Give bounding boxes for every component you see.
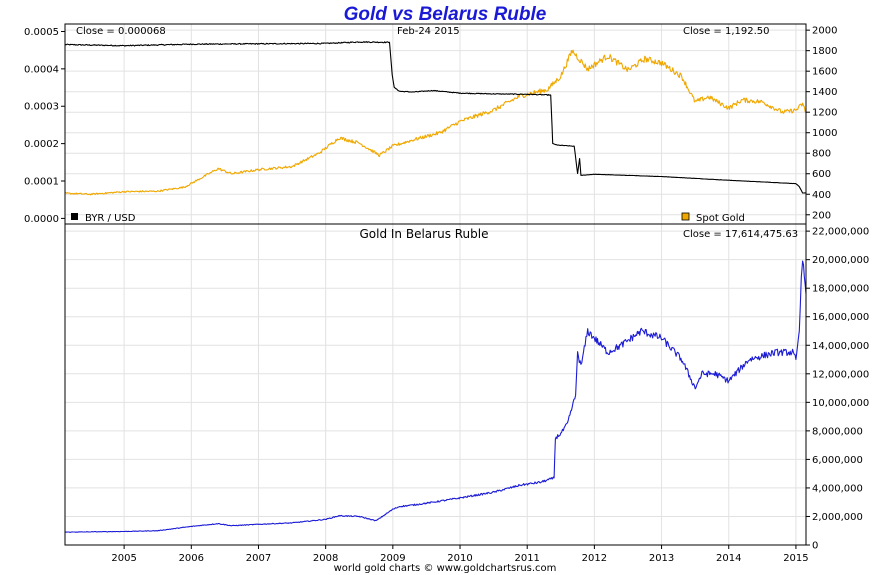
x-tick-label: 2014 (716, 553, 741, 564)
chart-title: Gold vs Belarus Ruble (344, 4, 547, 25)
top-right-tick-label: 400 (812, 190, 831, 201)
bottom-right-tick-label: 18,000,000 (812, 284, 869, 295)
bottom-right-tick-label: 4,000,000 (812, 483, 863, 494)
x-tick-label: 2013 (649, 553, 674, 564)
bottom-grid (65, 224, 806, 546)
top-left-axis: 0.0000 0.0001 0.0002 0.0003 0.0004 0.0005 (24, 27, 65, 225)
byr-usd-line (64, 41, 807, 194)
x-tick-label: 2011 (514, 553, 539, 564)
top-right-tick-label: 1400 (812, 87, 837, 98)
bottom-series (64, 260, 807, 533)
x-tick-label: 2008 (313, 553, 338, 564)
bottom-right-tick-label: 8,000,000 (812, 426, 863, 437)
top-right-tick-label: 600 (812, 169, 831, 180)
bottom-close-right: Close = 17,614,475.63 (683, 229, 798, 240)
top-right-tick-label: 200 (812, 210, 831, 221)
top-left-tick-label: 0.0005 (24, 27, 59, 38)
top-close-left: Close = 0.000068 (76, 26, 166, 37)
top-right-tick-label: 1200 (812, 108, 837, 119)
x-tick-label: 2012 (582, 553, 607, 564)
bottom-panel-frame (64, 223, 807, 546)
gold-in-byr-line (64, 260, 807, 533)
top-left-tick-label: 0.0002 (24, 139, 59, 150)
top-right-tick-label: 1800 (812, 46, 837, 57)
bottom-right-tick-label: 12,000,000 (812, 369, 869, 380)
x-tick-label: 2006 (179, 553, 204, 564)
x-tick-label: 2009 (380, 553, 405, 564)
top-grid (65, 24, 806, 224)
top-right-tick-label: 1000 (812, 128, 837, 139)
legend-gold-swatch (681, 212, 690, 221)
bottom-right-tick-label: 16,000,000 (812, 312, 869, 323)
bottom-right-tick-label: 6,000,000 (812, 455, 863, 466)
top-left-tick-label: 0.0001 (24, 177, 59, 188)
top-series (64, 41, 807, 196)
top-close-right: Close = 1,192.50 (683, 26, 770, 37)
x-tick-label: 2010 (447, 553, 472, 564)
top-right-axis: 200 400 600 800 1000 1200 1400 1600 1800 2000 (806, 26, 837, 221)
top-right-tick-label: 2000 (812, 26, 837, 37)
legend-byr-swatch (71, 213, 78, 220)
x-tick-label: 2005 (111, 553, 136, 564)
legend-byr-label: BYR / USD (85, 213, 136, 224)
top-date-label: Feb-24 2015 (397, 26, 460, 37)
top-panel: 0.0000 0.0001 0.0002 0.0003 0.0004 0.0005 200… (24, 24, 837, 225)
bottom-right-tick-label: 22,000,000 (812, 227, 869, 238)
bottom-right-tick-label: 10,000,000 (812, 398, 869, 409)
bottom-right-tick-label: 14,000,000 (812, 341, 869, 352)
x-tick-label: 2007 (246, 553, 271, 564)
footer-credit: world gold charts © www.goldchartsrus.co… (334, 563, 557, 574)
bottom-right-axis: 0 2,000,000 4,000,000 6,000,000 8,000,000 10,… (806, 227, 869, 552)
bottom-panel-title: Gold In Belarus Ruble (359, 227, 488, 241)
top-left-tick-label: 0.0000 (24, 214, 59, 225)
x-axis: 2005 2006 2007 2008 2009 2010 2011 2012 2013 2014… (111, 545, 809, 564)
legend-gold-label: Spot Gold (696, 213, 745, 224)
top-right-tick-label: 1600 (812, 67, 837, 78)
top-left-tick-label: 0.0003 (24, 102, 59, 113)
bottom-right-tick-label: 0 (812, 541, 818, 552)
bottom-right-tick-label: 2,000,000 (812, 512, 863, 523)
top-left-tick-label: 0.0004 (24, 64, 59, 75)
x-tick-label: 2015 (783, 553, 808, 564)
bottom-panel: 0 2,000,000 4,000,000 6,000,000 8,000,000 10,… (64, 224, 869, 552)
top-right-tick-label: 800 (812, 149, 831, 160)
bottom-right-tick-label: 20,000,000 (812, 255, 869, 266)
spot-gold-line (64, 49, 807, 196)
